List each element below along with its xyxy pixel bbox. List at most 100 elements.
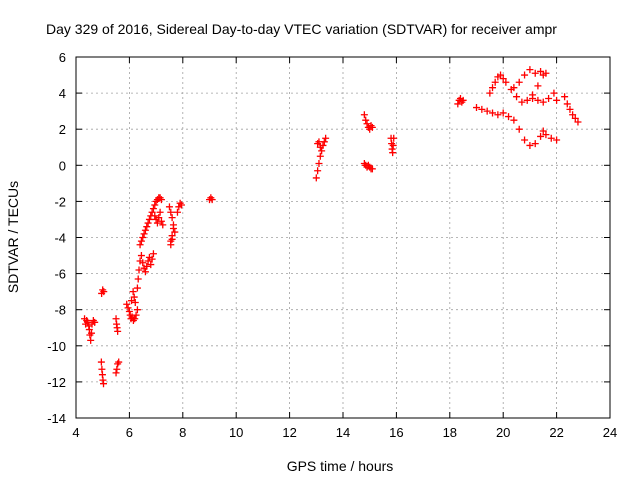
- data-point: [454, 100, 462, 108]
- data-point: [144, 219, 152, 227]
- x-tick-label: 18: [443, 425, 457, 440]
- data-point: [134, 275, 142, 283]
- data-point: [165, 203, 173, 211]
- data-point: [362, 116, 370, 124]
- data-point: [542, 69, 550, 77]
- data-point: [510, 116, 518, 124]
- data-point: [316, 152, 324, 160]
- data-point: [113, 365, 121, 373]
- data-point: [145, 215, 153, 223]
- data-point: [135, 266, 143, 274]
- data-point: [148, 208, 156, 216]
- data-point: [486, 89, 494, 97]
- data-point: [131, 315, 139, 323]
- data-point: [147, 261, 155, 269]
- data-point: [123, 300, 131, 308]
- data-point: [518, 98, 526, 106]
- data-point: [151, 212, 159, 220]
- data-point: [561, 93, 569, 101]
- data-point: [141, 268, 149, 276]
- data-point: [515, 125, 523, 133]
- data-point: [115, 358, 123, 366]
- y-tick-label: 4: [59, 86, 66, 101]
- y-tick-label: -12: [47, 375, 66, 390]
- data-point: [478, 105, 486, 113]
- data-point: [360, 111, 368, 119]
- data-point: [368, 165, 376, 173]
- data-point: [515, 78, 523, 86]
- plot-frame: [75, 56, 611, 419]
- data-point: [137, 252, 145, 260]
- data-point: [133, 284, 141, 292]
- data-points: [81, 66, 582, 388]
- data-point: [531, 140, 539, 148]
- data-point: [168, 214, 176, 222]
- data-point: [497, 71, 505, 79]
- x-tick-label: 24: [603, 425, 617, 440]
- data-point: [132, 311, 140, 319]
- data-point: [84, 318, 92, 326]
- chart-title: Day 329 of 2016, Sidereal Day-to-day VTE…: [46, 21, 557, 37]
- data-point: [569, 111, 577, 119]
- x-tick-label: 14: [336, 425, 350, 440]
- x-tick-label: 6: [126, 425, 133, 440]
- y-tick-label: 6: [59, 50, 66, 65]
- data-point: [545, 95, 553, 103]
- y-tick-label: 2: [59, 122, 66, 137]
- x-tick-label: 12: [282, 425, 296, 440]
- data-point: [322, 134, 330, 142]
- data-point: [390, 134, 398, 142]
- data-point: [87, 336, 95, 344]
- x-axis-label: GPS time / hours: [287, 458, 394, 474]
- x-tick-label: 22: [549, 425, 563, 440]
- data-point: [141, 226, 149, 234]
- data-point: [149, 250, 157, 258]
- data-point: [489, 84, 497, 92]
- data-point: [389, 141, 397, 149]
- data-point: [171, 228, 179, 236]
- x-tick-label: 4: [72, 425, 79, 440]
- data-point: [542, 131, 550, 139]
- data-point: [167, 237, 175, 245]
- data-point: [318, 147, 326, 155]
- data-point: [505, 113, 513, 121]
- x-tick-label: 20: [496, 425, 510, 440]
- data-point: [157, 217, 165, 225]
- data-point: [363, 120, 371, 128]
- data-point: [523, 96, 531, 104]
- data-point: [534, 82, 542, 90]
- y-tick-label: 0: [59, 158, 66, 173]
- y-tick-label: -8: [54, 303, 66, 318]
- y-tick-label: -14: [47, 411, 66, 426]
- data-point: [131, 298, 139, 306]
- data-point: [314, 167, 322, 175]
- data-point: [499, 75, 507, 83]
- data-point: [128, 297, 136, 305]
- data-point: [459, 96, 467, 104]
- data-point: [312, 174, 320, 182]
- data-point: [148, 255, 156, 263]
- data-point: [112, 369, 120, 377]
- data-point: [153, 219, 161, 227]
- data-point: [566, 105, 574, 113]
- data-point: [571, 114, 579, 122]
- data-point: [156, 208, 164, 216]
- data-point: [130, 293, 138, 301]
- data-point: [529, 95, 537, 103]
- data-point: [499, 109, 507, 117]
- data-point: [155, 214, 163, 222]
- y-axis-label: SDTVAR / TECUs: [5, 181, 21, 293]
- data-point: [159, 221, 167, 229]
- data-point: [157, 196, 165, 204]
- data-point: [553, 96, 561, 104]
- y-tick-label: -4: [54, 231, 66, 246]
- data-point: [137, 237, 145, 245]
- data-point: [151, 201, 159, 209]
- data-point: [537, 132, 545, 140]
- data-point: [208, 196, 216, 204]
- x-tick-label: 16: [389, 425, 403, 440]
- x-tick-label: 8: [179, 425, 186, 440]
- data-point: [526, 141, 534, 149]
